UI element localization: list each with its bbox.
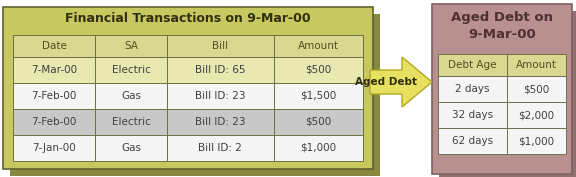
Bar: [95, 83, 167, 109]
Text: Gas: Gas: [121, 143, 141, 153]
Text: 62 days: 62 days: [452, 136, 493, 146]
Bar: [167, 135, 274, 161]
Text: 7-Mar-00: 7-Mar-00: [31, 65, 77, 75]
Bar: [3, 7, 373, 169]
Text: Electric: Electric: [112, 65, 150, 75]
Bar: [439, 11, 576, 177]
Text: Bill ID: 65: Bill ID: 65: [195, 65, 245, 75]
Bar: [10, 14, 380, 176]
Bar: [95, 35, 167, 57]
Bar: [167, 109, 274, 135]
Text: Aged Debt on
9-Mar-00: Aged Debt on 9-Mar-00: [451, 11, 553, 41]
Text: $1,000: $1,000: [300, 143, 336, 153]
Text: 2 days: 2 days: [455, 84, 490, 94]
Bar: [274, 83, 363, 109]
Bar: [13, 135, 95, 161]
Text: $1,000: $1,000: [518, 136, 555, 146]
Bar: [507, 76, 566, 102]
Bar: [438, 54, 507, 76]
Bar: [507, 128, 566, 154]
Polygon shape: [370, 57, 432, 107]
Text: Date: Date: [41, 41, 67, 51]
Text: Bill ID: 23: Bill ID: 23: [195, 91, 245, 101]
Text: Financial Transactions on 9-Mar-00: Financial Transactions on 9-Mar-00: [65, 13, 311, 25]
Bar: [167, 35, 274, 57]
Bar: [274, 135, 363, 161]
Text: Gas: Gas: [121, 91, 141, 101]
Text: $500: $500: [524, 84, 550, 94]
Bar: [95, 135, 167, 161]
Bar: [274, 57, 363, 83]
Text: Amount: Amount: [298, 41, 339, 51]
Text: $1,500: $1,500: [300, 91, 336, 101]
Text: $500: $500: [305, 65, 332, 75]
Bar: [507, 102, 566, 128]
Text: 7-Jan-00: 7-Jan-00: [32, 143, 76, 153]
Bar: [13, 35, 95, 57]
Bar: [438, 128, 507, 154]
Text: $500: $500: [305, 117, 332, 127]
Text: Electric: Electric: [112, 117, 150, 127]
Text: Bill ID: 23: Bill ID: 23: [195, 117, 245, 127]
Text: Amount: Amount: [516, 60, 557, 70]
Bar: [274, 109, 363, 135]
Bar: [13, 109, 95, 135]
Bar: [438, 76, 507, 102]
Bar: [167, 57, 274, 83]
Bar: [95, 57, 167, 83]
Bar: [438, 102, 507, 128]
Text: 32 days: 32 days: [452, 110, 493, 120]
Bar: [507, 54, 566, 76]
Bar: [167, 83, 274, 109]
Text: Aged Debt: Aged Debt: [355, 77, 417, 87]
Text: 7-Feb-00: 7-Feb-00: [32, 117, 77, 127]
Text: Debt Age: Debt Age: [448, 60, 497, 70]
Text: Bill: Bill: [213, 41, 229, 51]
Bar: [13, 83, 95, 109]
Text: SA: SA: [124, 41, 138, 51]
Bar: [432, 4, 572, 174]
Bar: [274, 35, 363, 57]
Text: 7-Feb-00: 7-Feb-00: [32, 91, 77, 101]
Text: Bill ID: 2: Bill ID: 2: [199, 143, 242, 153]
Bar: [13, 57, 95, 83]
Text: $2,000: $2,000: [518, 110, 555, 120]
Bar: [95, 109, 167, 135]
